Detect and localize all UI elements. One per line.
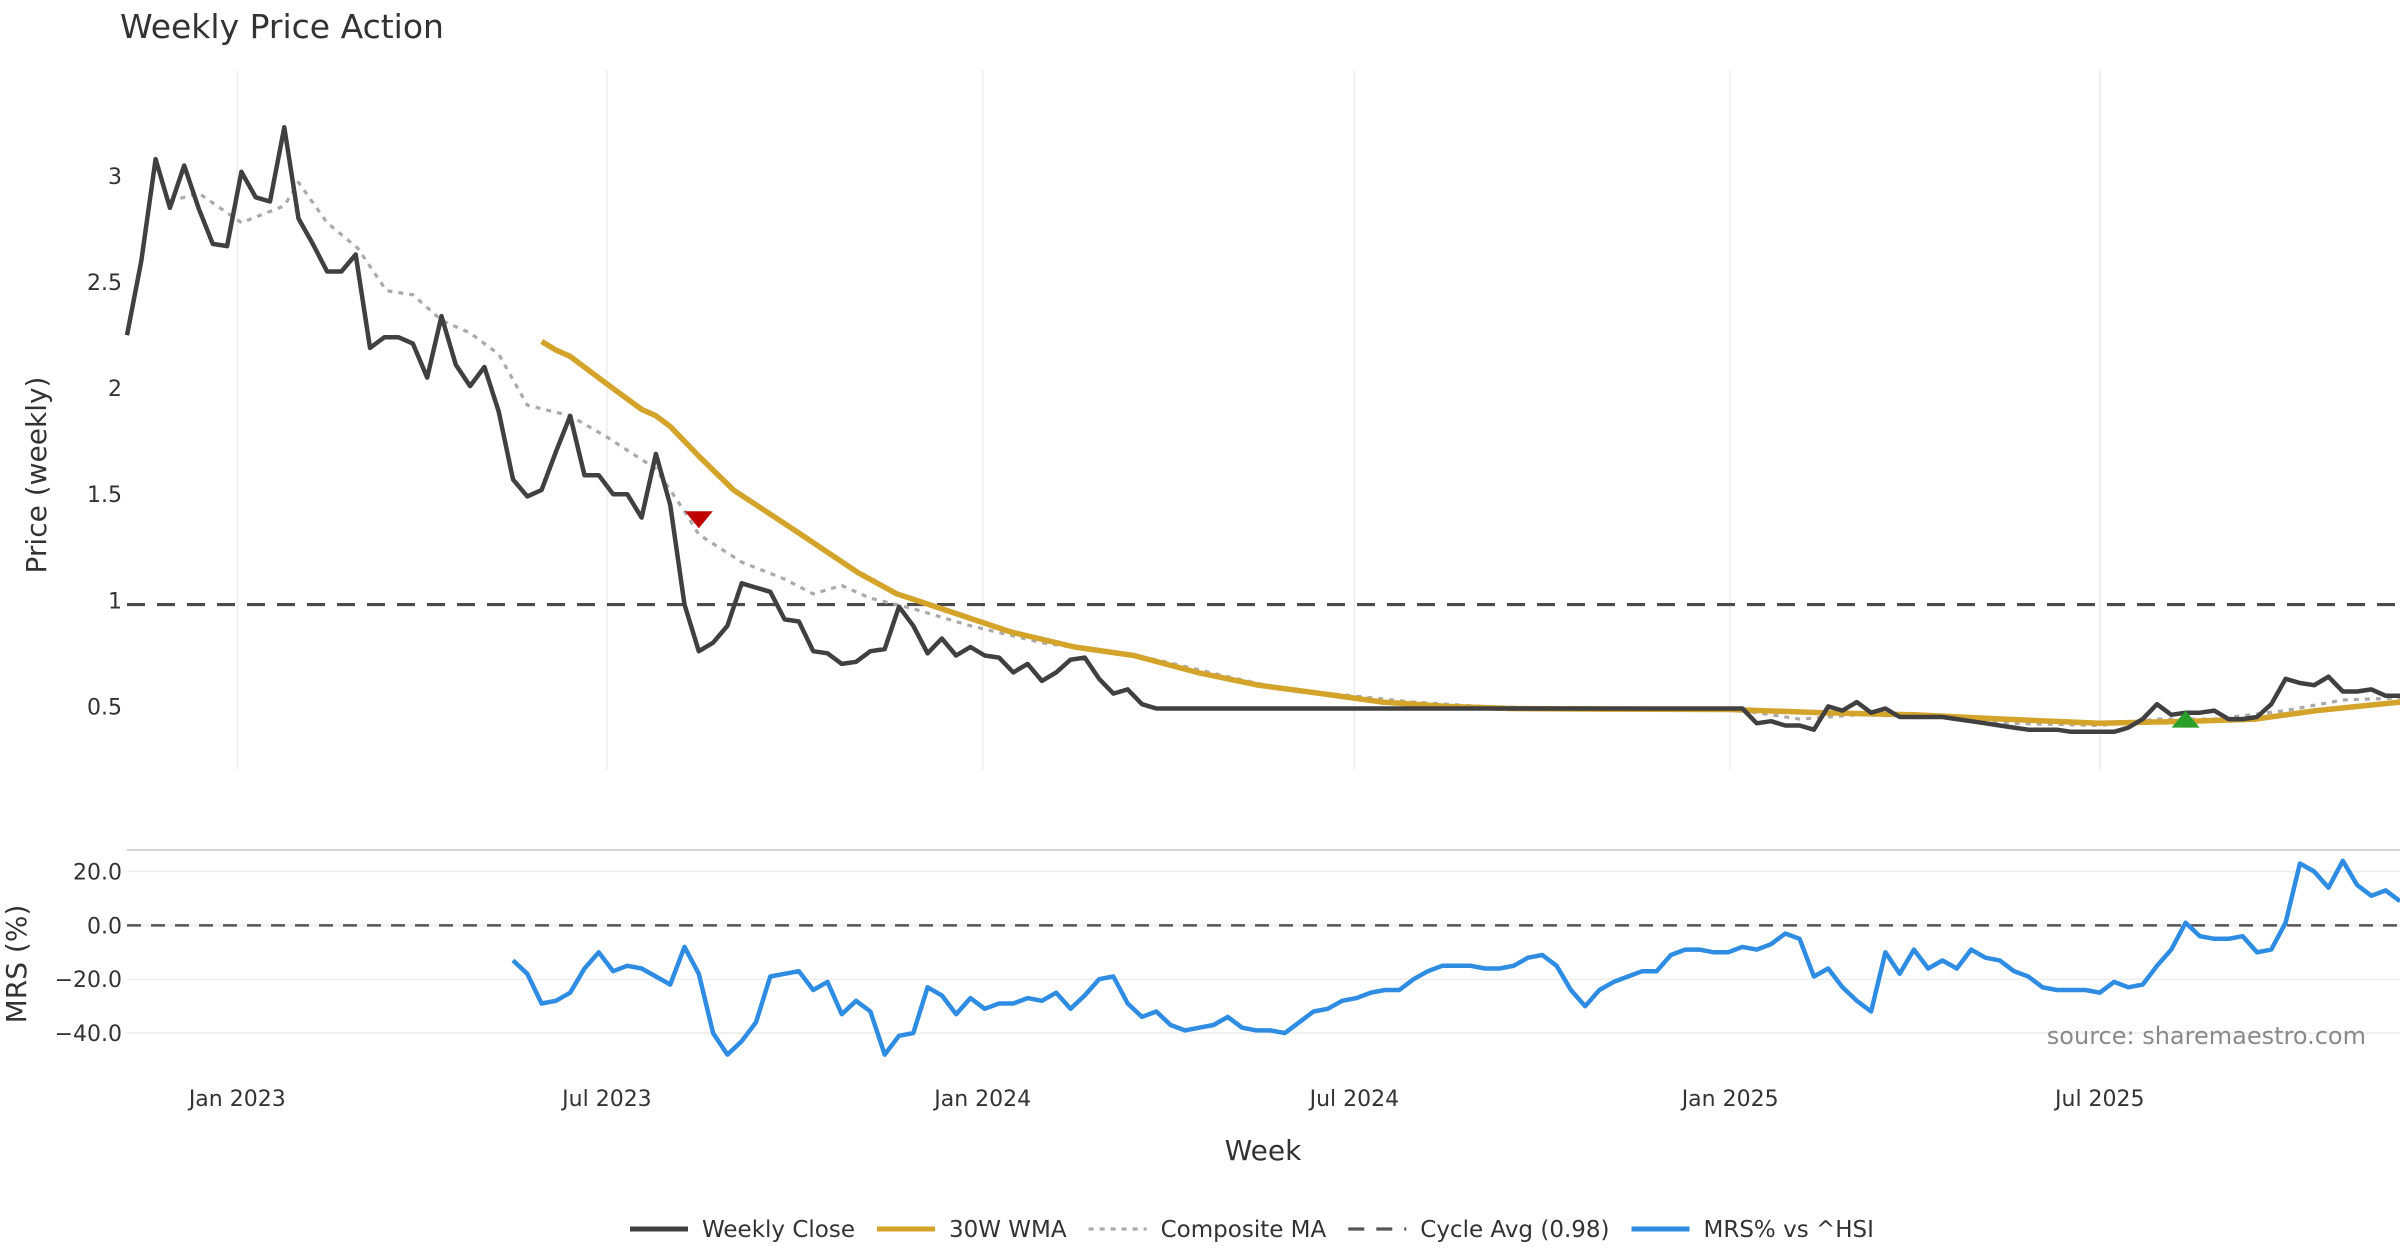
price-y-axis: 0.5 1 1.5 2 2.5 3 [87,165,122,720]
chart-title: Weekly Price Action [120,7,444,46]
mrs-y-tick-label: 0.0 [87,914,122,939]
x-tick-label: Jul 2024 [1308,1087,1400,1112]
legend: Weekly Close 30W WMA Composite MA Cycle Avg… [630,1217,1874,1243]
legend-item-mrs: MRS% vs ^HSI [1631,1217,1874,1243]
weekly-close-line [124,125,2400,735]
x-tick-label: Jan 2024 [932,1087,1031,1112]
source-note: source: sharemaestro.com [2047,1022,2366,1050]
mrs-y-axis-title: MRS (%) [0,905,33,1024]
price-y-tick-label: 2.5 [87,271,122,296]
legend-label: 30W WMA [949,1217,1067,1243]
price-y-tick-label: 1.5 [87,483,122,508]
legend-label: Cycle Avg (0.98) [1420,1217,1609,1243]
mrs-grid [127,870,2400,1034]
price-y-tick-label: 1 [108,589,122,614]
x-tick-label: Jan 2025 [1680,1087,1779,1112]
legend-label: Composite MA [1161,1217,1327,1243]
x-tick-label: Jul 2023 [560,1087,652,1112]
price-y-axis-title: Price (weekly) [20,377,53,574]
mrs-y-tick-label: −40.0 [55,1022,122,1047]
legend-item-close: Weekly Close [630,1217,855,1243]
price-grid [236,70,2101,770]
x-tick-label: Jan 2023 [187,1087,286,1112]
x-axis-title: Week [1225,1134,1302,1167]
mrs-line [511,858,2400,1057]
legend-label: Weekly Close [702,1217,855,1243]
price-y-tick-label: 3 [108,165,122,190]
legend-label: MRS% vs ^HSI [1704,1217,1874,1243]
mrs-y-tick-label: −20.0 [55,968,122,993]
price-y-tick-label: 2 [108,377,122,402]
wma-30w-line [540,339,2400,727]
mrs-y-axis: 20.0 0.0 −20.0 −40.0 [55,861,122,1048]
mrs-y-tick-label: 20.0 [73,861,122,886]
signal-markers [684,511,2200,728]
sell-signal-marker [684,511,713,529]
legend-item-cycle: Cycle Avg (0.98) [1348,1217,1610,1243]
legend-item-wma: 30W WMA [876,1217,1067,1243]
price-y-tick-label: 0.5 [87,695,122,720]
legend-item-composite: Composite MA [1088,1217,1327,1243]
x-axis: Jan 2023 Jul 2023 Jan 2024 Jul 2024 Jan 2025… [187,1087,2145,1112]
buy-signal-marker [2171,710,2200,728]
x-tick-label: Jul 2025 [2053,1087,2145,1112]
composite-ma-line [169,180,2400,728]
